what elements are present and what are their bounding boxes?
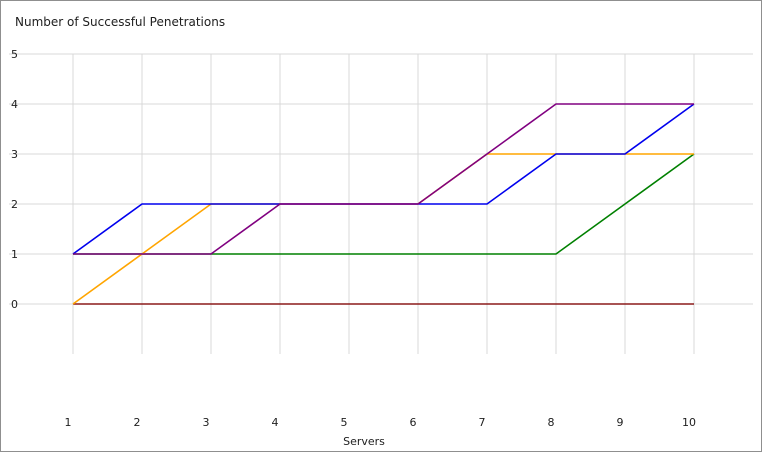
x-tick-label-2: 2 <box>134 416 141 429</box>
y-tick-label-2: 2 <box>11 198 18 211</box>
chart-title: Number of Successful Penetrations <box>15 15 226 29</box>
series-line-5 <box>73 103 694 255</box>
x-axis-title: Servers <box>343 435 385 448</box>
x-tick-label-4: 4 <box>272 416 279 429</box>
y-tick-label-1: 1 <box>11 248 18 261</box>
x-tick-label-6: 6 <box>410 416 417 429</box>
y-tick-label-3: 3 <box>11 148 18 161</box>
x-tick-label-9: 9 <box>617 416 624 429</box>
x-tick-label-10: 10 <box>682 416 696 429</box>
y-tick-label-0: 0 <box>11 298 18 311</box>
x-tick-label-3: 3 <box>203 416 210 429</box>
x-tick-labels: 1 2 3 4 5 6 7 8 9 10 <box>65 416 697 429</box>
y-tick-label-4: 4 <box>11 98 18 111</box>
x-tick-label-1: 1 <box>65 416 72 429</box>
y-tick-labels: 0 1 2 3 4 5 <box>11 48 18 311</box>
series-line-3 <box>72 153 694 305</box>
series-lines <box>72 103 695 305</box>
x-tick-label-5: 5 <box>341 416 348 429</box>
x-tick-label-7: 7 <box>479 416 486 429</box>
x-tick-label-8: 8 <box>548 416 555 429</box>
y-tick-label-5: 5 <box>11 48 18 61</box>
series-line-4 <box>72 103 695 255</box>
